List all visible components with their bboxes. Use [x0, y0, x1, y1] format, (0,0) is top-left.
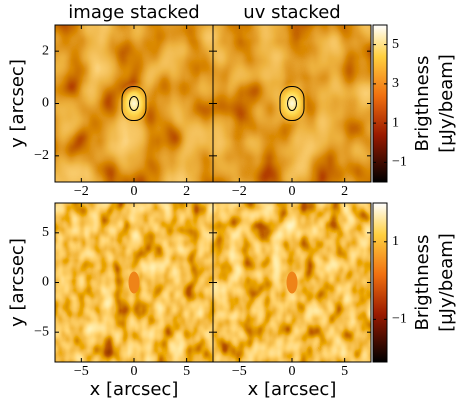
contour-outer — [121, 86, 147, 121]
image — [55, 25, 213, 182]
y-tick-label: 2 — [42, 43, 49, 58]
colorbar-tick-label: −1 — [392, 155, 407, 170]
image — [213, 25, 371, 182]
source-blob — [118, 81, 150, 126]
image — [55, 203, 213, 362]
source-blob — [128, 271, 140, 294]
y-tick-label: 0 — [42, 96, 49, 111]
colorbar-tick-label: 5 — [392, 37, 399, 52]
source-blob — [286, 271, 298, 294]
x-tick-label: −5 — [74, 364, 89, 379]
colorbar-tick-label: −1 — [392, 312, 407, 327]
x-tick-label: 0 — [289, 184, 296, 199]
colorbar-label: Brigthness — [412, 235, 433, 331]
y-tick-label: 0 — [42, 275, 49, 290]
colorbar-label: [μJy/beam] — [436, 54, 457, 153]
y-tick-label: −5 — [34, 324, 49, 339]
x-tick-label: 5 — [183, 364, 190, 379]
x-tick-label: 0 — [289, 364, 296, 379]
colorbar-label: Brigthness — [412, 56, 433, 152]
x-tick-label: −2 — [74, 184, 89, 199]
panel-title: uv stacked — [243, 2, 340, 23]
x-tick-label: 2 — [183, 184, 190, 199]
y-axis-label: y [arcsec] — [7, 238, 28, 327]
image — [213, 203, 371, 362]
colorbar-tick-label: 3 — [392, 76, 399, 91]
x-tick-label: 2 — [341, 184, 348, 199]
contour-outer — [279, 86, 305, 121]
y-tick-label: 5 — [42, 225, 49, 240]
source-blob — [276, 81, 308, 126]
x-tick-label: −2 — [232, 184, 247, 199]
x-tick-label: −5 — [232, 364, 247, 379]
x-tick-label: 0 — [131, 364, 138, 379]
contour-inner — [287, 96, 297, 111]
y-tick-label: −2 — [34, 148, 49, 163]
y-axis-label: y [arcsec] — [7, 59, 28, 148]
colorbar-label: [μJy/beam] — [436, 233, 457, 332]
colorbar — [372, 202, 388, 363]
x-axis-label: x [arcsec] — [248, 379, 337, 400]
x-tick-label: 5 — [341, 364, 348, 379]
panel-title: image stacked — [68, 2, 199, 23]
colorbar-tick-label: 1 — [392, 234, 399, 249]
x-axis-label: x [arcsec] — [90, 379, 179, 400]
contour-inner — [129, 96, 139, 111]
colorbar-tick-label: 1 — [392, 115, 399, 130]
x-tick-label: 0 — [131, 184, 138, 199]
colorbar — [372, 24, 388, 183]
